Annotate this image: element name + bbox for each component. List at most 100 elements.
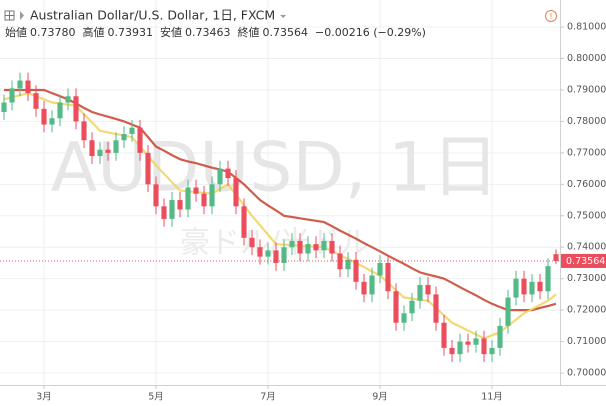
candle-body (233, 178, 239, 207)
candle-body (457, 341, 463, 355)
legend-value: 0.73463 (185, 26, 231, 39)
candle-body (313, 244, 319, 251)
y-tick-label: 0.78000 (567, 116, 606, 127)
y-tick-label: 0.75000 (567, 210, 606, 221)
y-tick-label: 0.74000 (567, 242, 606, 253)
candle-body (505, 297, 511, 326)
candle-body (217, 168, 223, 185)
candle-body (17, 80, 23, 89)
candle-body (329, 240, 335, 254)
y-tick-label: 0.72000 (567, 305, 606, 316)
candle-body (129, 127, 135, 134)
candle-body (537, 281, 543, 292)
candle-body (497, 325, 503, 348)
candle-body (249, 237, 255, 248)
candle-body (417, 284, 423, 301)
y-tick-label: 0.71000 (567, 336, 606, 347)
candle-body (225, 168, 231, 179)
candle-body (545, 266, 551, 292)
y-tick-label: 0.81000 (567, 22, 606, 33)
ohlc-legend: 始値 0.73780 高値 0.73931 安値 0.73463 終値 0.73564 −0.0… (5, 25, 426, 39)
moving-average (4, 88, 557, 312)
legend-value: 0.73564 (263, 26, 309, 39)
collapse-icon[interactable] (20, 11, 24, 20)
candle-body (473, 338, 479, 345)
candle-body (265, 250, 271, 257)
candle-body (553, 254, 559, 261)
candle-body (481, 338, 487, 355)
y-tick-label: 0.77000 (567, 147, 606, 158)
candle-body (41, 108, 47, 125)
candle-body (529, 281, 535, 295)
candle-body (121, 133, 127, 141)
y-tick-label: 0.79000 (567, 84, 606, 95)
candle-body (449, 347, 455, 355)
candle-body (273, 250, 279, 263)
candle-body (281, 247, 287, 263)
candle-body (353, 259, 359, 282)
candle-body (361, 281, 367, 295)
plot (0, 72, 560, 363)
last-price-label: 0.73564 (566, 256, 605, 267)
legend-label: 高値 (83, 25, 105, 39)
candle-body (193, 187, 199, 194)
candle-body (489, 347, 495, 355)
candle-body (57, 102, 63, 119)
candle-body (81, 121, 87, 141)
legend-change: −0.00216 (−0.29%) (315, 26, 426, 39)
last-price-tag (561, 253, 606, 268)
candle-body (369, 275, 375, 295)
candle-body (33, 93, 39, 109)
legend-value: 0.73780 (30, 26, 76, 39)
candle-body (169, 200, 175, 219)
x-tick-label: 5月 (148, 392, 164, 403)
y-tick-label: 0.76000 (567, 179, 606, 190)
candle-body (345, 259, 351, 270)
candle-body (49, 118, 55, 125)
chart-title: Australian Dollar/U.S. Dollar, 1日, FXCM (30, 8, 275, 23)
legend-value: 0.73931 (108, 26, 154, 39)
candle-body (433, 294, 439, 323)
candle-body (25, 80, 31, 94)
alert-icon[interactable] (545, 10, 557, 22)
candle-body (201, 193, 207, 207)
x-tick-label: 9月 (372, 392, 388, 403)
candle-body (297, 240, 303, 254)
candle-body (9, 88, 15, 103)
candle-body (65, 96, 71, 103)
legend-label: 始値 (5, 25, 27, 39)
candle-body (409, 300, 415, 314)
candle-body (97, 149, 103, 157)
y-tick-label: 0.70000 (567, 368, 606, 379)
candle-body (241, 206, 247, 238)
candle-body (177, 200, 183, 210)
title-menu[interactable] (280, 15, 287, 18)
candle-body (145, 152, 151, 185)
candle-body (321, 240, 327, 251)
candle-body (161, 206, 167, 219)
toolbar-icon[interactable] (4, 10, 15, 21)
candle-body (73, 96, 79, 122)
moving-average (3, 91, 557, 340)
x-tick-label: 3月 (36, 392, 52, 403)
x-tick-label: 7月 (260, 392, 276, 403)
y-tick-label: 0.73000 (567, 273, 606, 284)
candle-body (385, 262, 391, 292)
candle-body (305, 244, 311, 254)
candle-body (105, 149, 111, 153)
candle-body (401, 313, 407, 323)
legend-label: 安値 (160, 25, 182, 39)
watermark: AUDUSD, 1日 (51, 129, 499, 208)
candle-body (425, 284, 431, 295)
candle-body (513, 278, 519, 298)
candle-body (185, 187, 191, 210)
candle-body (137, 127, 143, 153)
candle-body (521, 278, 527, 295)
y-tick-label: 0.80000 (567, 53, 606, 64)
candle-body (289, 240, 295, 248)
candle-body (393, 291, 399, 323)
alert-icon-mark: ! (549, 12, 552, 21)
candle-body (1, 102, 7, 112)
